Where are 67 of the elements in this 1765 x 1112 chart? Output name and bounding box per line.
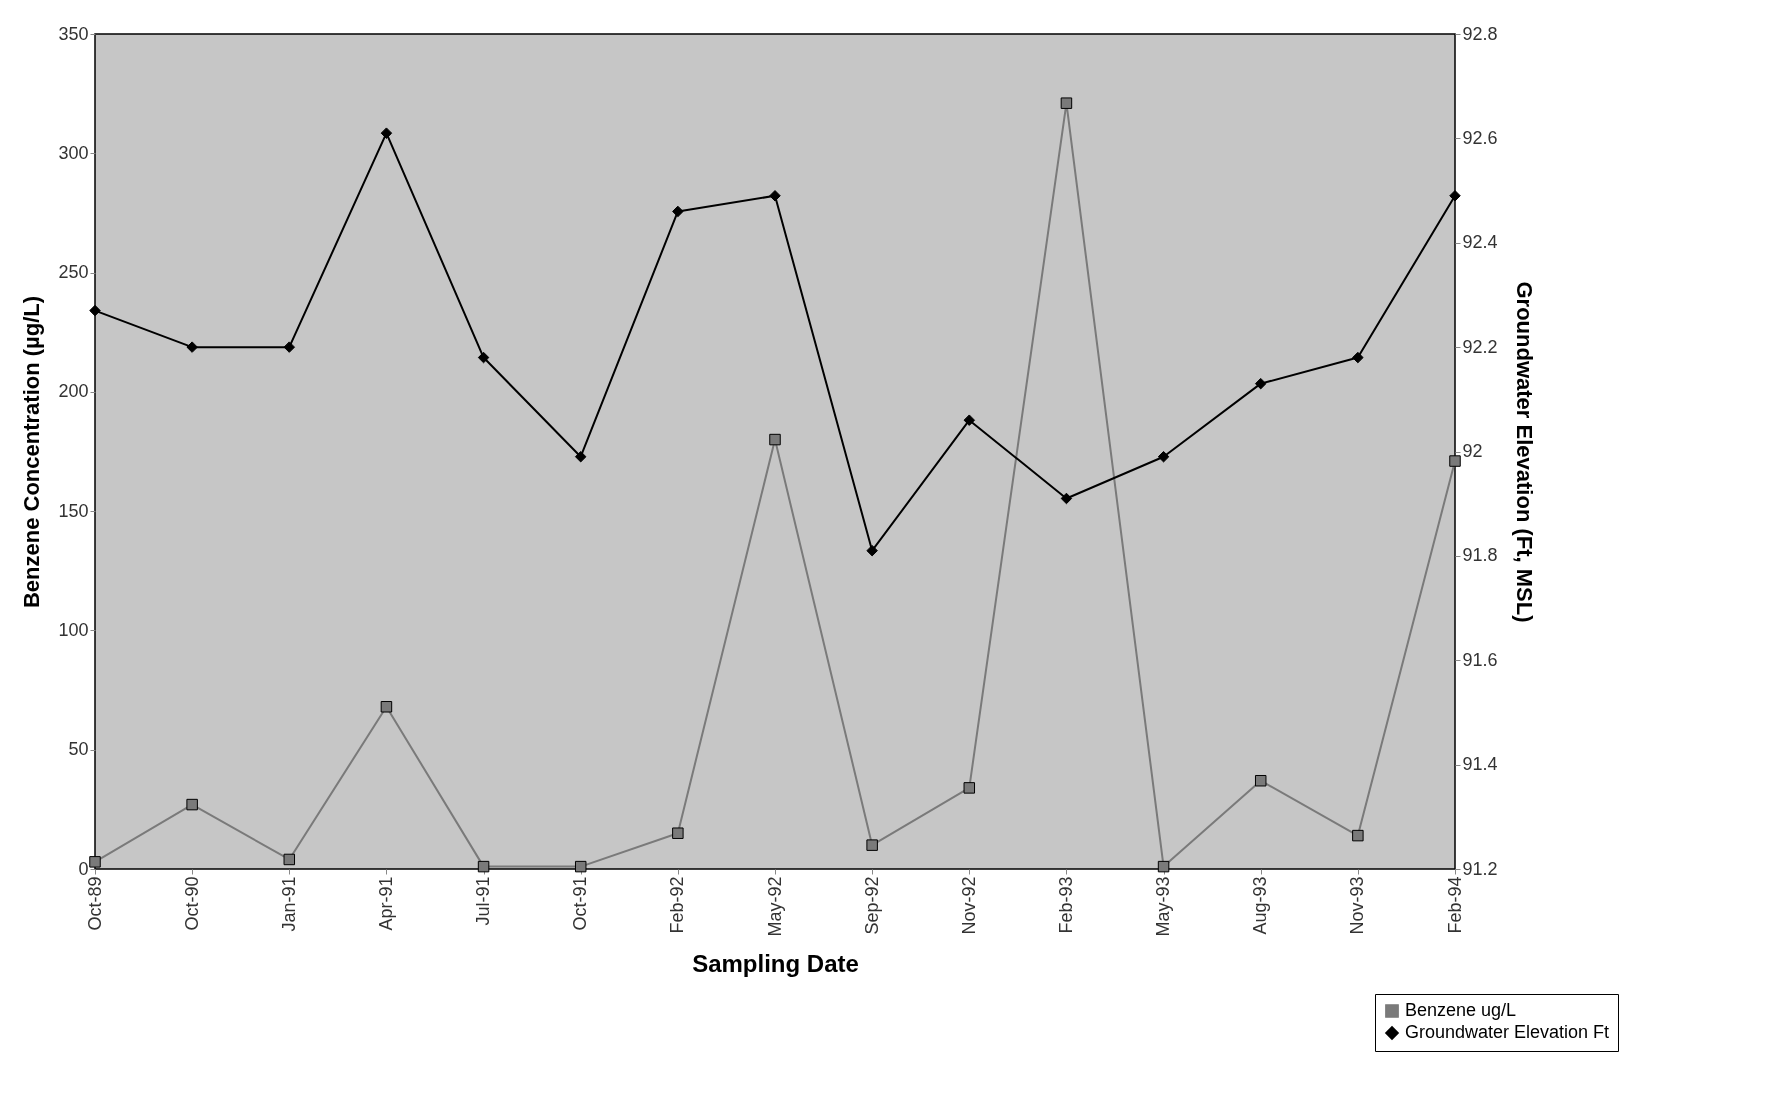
point (1352, 829, 1364, 842)
y-tick-label: 150 (58, 500, 89, 521)
point (1449, 455, 1461, 467)
point (1060, 97, 1073, 109)
y2-tick-label: 92.4 (1462, 232, 1498, 253)
x-tick-label: Feb-92 (667, 876, 688, 934)
x-tick-label: May-93 (1153, 876, 1174, 937)
point (1352, 351, 1364, 364)
point (186, 798, 198, 811)
x-tick-label: Aug-93 (1250, 876, 1271, 935)
x-tick-label: Nov-92 (958, 876, 979, 935)
x-tick-label: Sep-92 (861, 876, 882, 935)
point (963, 414, 976, 426)
x-tick-label: Feb-94 (1444, 876, 1465, 934)
x-tick-label: Jul-91 (473, 876, 494, 926)
y2-tick-label: 91.6 (1462, 649, 1498, 670)
point (769, 433, 781, 446)
x-tick-label: Oct-89 (84, 876, 105, 931)
legend-label: Benzene ug/L (1405, 1000, 1517, 1020)
y-tick-label: 100 (58, 619, 89, 640)
point (672, 205, 684, 218)
y2-axis-title: Groundwater Elevation (Ft, MSL) (1511, 281, 1537, 623)
point (963, 782, 976, 794)
point (283, 341, 296, 353)
point (1254, 377, 1267, 390)
point (1449, 190, 1461, 202)
point (1060, 492, 1073, 505)
point (283, 853, 296, 866)
y-tick-label: 0 (78, 858, 89, 879)
point (186, 341, 198, 353)
point (380, 127, 393, 139)
x-tick-label: May-92 (764, 876, 785, 937)
point (89, 304, 101, 317)
x-tick-label: Oct-90 (181, 876, 202, 931)
y-axis-title: Benzene Concentration (µg/L) (19, 295, 45, 609)
y2-tick-label: 92.6 (1462, 127, 1498, 148)
y2-tick-label: 92 (1462, 441, 1483, 461)
point (1157, 860, 1170, 873)
y2-tick-label: 91.2 (1462, 858, 1498, 879)
x-tick-label: Apr-91 (375, 876, 396, 931)
point (477, 351, 490, 364)
point (1254, 774, 1267, 787)
y-tick-label: 200 (58, 381, 89, 402)
y2-tick-label: 91.4 (1462, 754, 1498, 775)
legend-label: Groundwater Elevation Ft (1405, 1022, 1610, 1042)
point (866, 544, 878, 557)
y-tick-label: 50 (68, 739, 89, 760)
point (380, 701, 393, 713)
point (574, 860, 587, 873)
y2-tick-label: 91.8 (1462, 545, 1498, 566)
x-tick-label: Oct-91 (570, 876, 591, 931)
y2-tick-label: 92.2 (1462, 336, 1498, 357)
point (672, 827, 684, 839)
point (477, 860, 490, 873)
x-tick-label: Jan-91 (278, 876, 299, 932)
point (769, 190, 781, 202)
y-tick-label: 250 (58, 262, 89, 283)
y2-tick-label: 92.8 (1462, 23, 1498, 44)
point (89, 856, 101, 868)
x-tick-label: Nov-93 (1347, 876, 1368, 935)
point (866, 839, 878, 851)
x-axis-title: Sampling Date (692, 949, 859, 977)
point (574, 450, 587, 463)
y-tick-label: 350 (58, 23, 89, 44)
y-tick-label: 300 (58, 142, 89, 163)
x-tick-label: Feb-93 (1055, 876, 1076, 934)
point (1157, 450, 1170, 463)
